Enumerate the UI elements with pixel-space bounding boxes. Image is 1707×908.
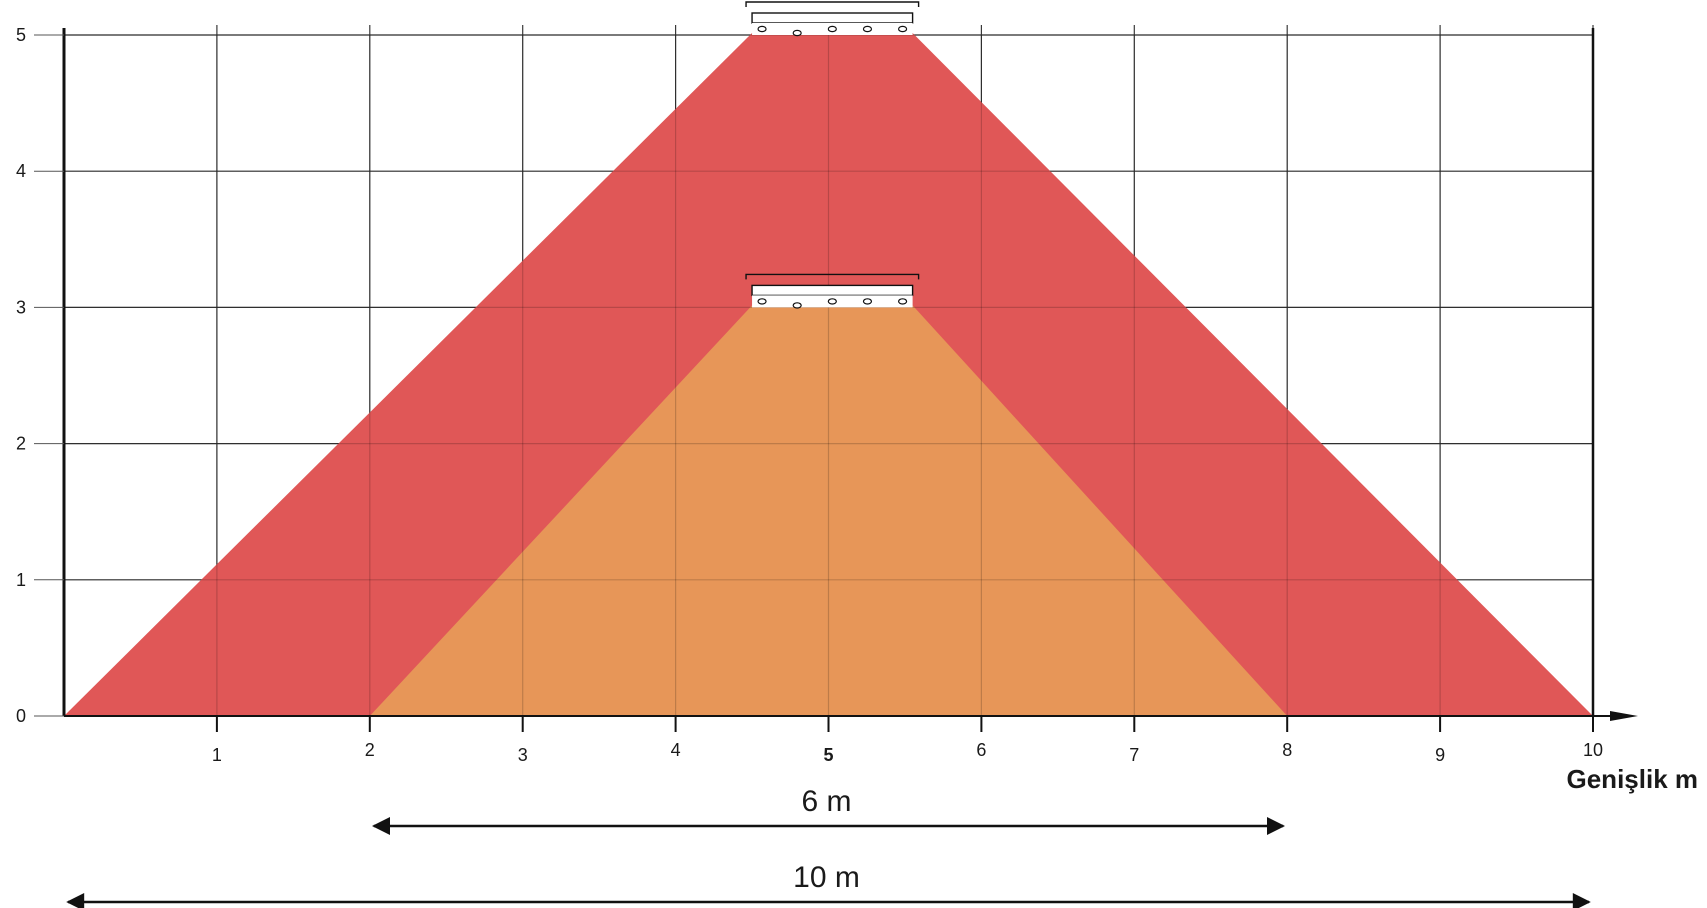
x-tick-label: 10 — [1583, 740, 1603, 760]
coverage-zones — [64, 33, 1593, 716]
sensor-lens — [862, 298, 873, 305]
x-axis-title: Genişlik m — [1567, 764, 1699, 794]
sensor-lens — [862, 25, 873, 33]
y-tick-label: 1 — [16, 570, 26, 590]
x-tick-label: 8 — [1282, 740, 1292, 760]
x-tick-label: 9 — [1435, 745, 1445, 765]
x-tick-label: 5 — [823, 745, 833, 765]
axes — [34, 28, 1638, 732]
x-tick-label: 1 — [212, 745, 222, 765]
sensor-lens — [757, 25, 767, 33]
sensor-bracket — [745, 1, 920, 7]
sensor-body — [751, 12, 914, 24]
sensor-lens — [897, 25, 908, 33]
dimension-label-1: 6 m — [801, 785, 851, 818]
x-tick-label: 2 — [365, 740, 375, 760]
tick-labels: 1 2 3 4 5 6 7 8 9 10 0 1 2 3 4 5 Genişlik m — [16, 25, 1698, 794]
sensor-lens — [757, 298, 767, 305]
y-tick-label: 0 — [16, 706, 26, 726]
sensor-lens — [827, 298, 837, 305]
x-tick-label: 7 — [1129, 745, 1139, 765]
sensor-body — [751, 284, 914, 297]
sensor-lens — [827, 25, 837, 33]
y-tick-label: 4 — [16, 161, 26, 181]
x-tick-label: 6 — [976, 740, 986, 760]
y-tick-label: 2 — [16, 434, 26, 454]
coverage-zone-2 — [369, 305, 1288, 716]
sensor-lens — [897, 298, 908, 305]
sensor-2 — [745, 273, 920, 309]
dimension-label-2: 10 m — [793, 861, 860, 894]
sensors — [745, 1, 920, 309]
sensor-1 — [745, 1, 920, 37]
x-axis-arrow — [1610, 711, 1638, 721]
y-tick-label: 5 — [16, 25, 26, 45]
dimension-lines: 6 m 10 m — [66, 785, 1591, 908]
sensor-bracket — [745, 273, 920, 280]
x-tick-label: 4 — [671, 740, 681, 760]
sensor-lens — [792, 302, 802, 309]
y-tick-label: 3 — [16, 297, 26, 317]
x-tick-label: 3 — [518, 745, 528, 765]
sensor-lens — [792, 29, 802, 37]
